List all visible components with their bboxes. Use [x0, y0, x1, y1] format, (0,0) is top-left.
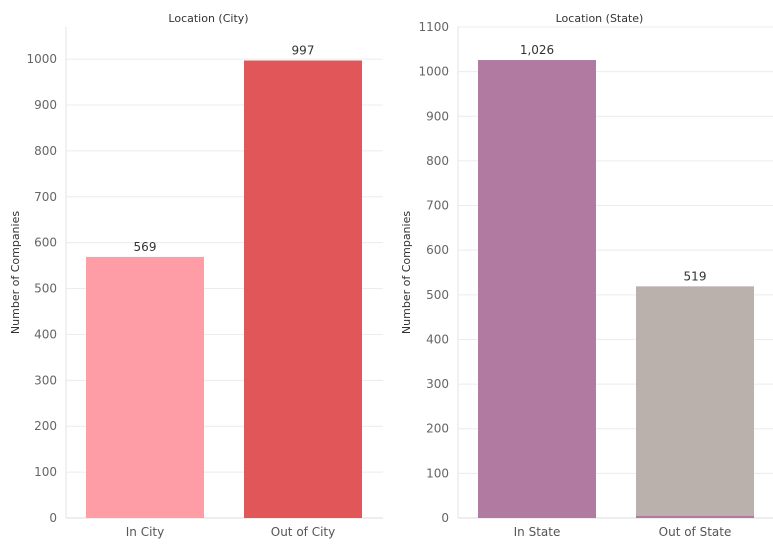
y-tick-label: 200: [34, 419, 57, 433]
chart-panel-1: 0 100 200 300 400 500 600 700 800 900 1000 Location…: [9, 12, 383, 539]
y-tick-label: 900: [34, 98, 57, 112]
y-tick-label: 600: [34, 236, 57, 250]
bar-out-of-state[interactable]: [636, 286, 754, 518]
y-tick-label: 0: [441, 511, 449, 525]
y-tick-label: 200: [426, 422, 449, 436]
data-label: 519: [684, 269, 707, 283]
x-category-label: In State: [514, 525, 561, 539]
y-tick-label: 1100: [418, 20, 449, 34]
data-label: 569: [134, 240, 157, 254]
data-label: 997: [292, 43, 315, 57]
y-tick-label: 1000: [26, 52, 57, 66]
y-tick-label: 500: [426, 288, 449, 302]
y-tick-label: 800: [34, 144, 57, 158]
y-tick-label: 900: [426, 109, 449, 123]
chart-title: Location (City): [168, 12, 248, 25]
chart-panel-2: 0 100 200 300 400 500 600 700 800 900 1000 1100 Loca…: [400, 12, 773, 539]
y-tick-label: 100: [426, 466, 449, 480]
y-tick-label: 300: [34, 373, 57, 387]
bar-in-state[interactable]: [478, 60, 596, 518]
bar-out-of-city[interactable]: [244, 60, 362, 518]
y-tick-label: 400: [426, 332, 449, 346]
y-axis-label: Number of Companies: [400, 211, 413, 334]
x-category-label: In City: [126, 525, 164, 539]
y-tick-label: 600: [426, 243, 449, 257]
y-tick-label: 400: [34, 327, 57, 341]
y-tick-label: 800: [426, 154, 449, 168]
y-axis-label: Number of Companies: [9, 211, 22, 334]
data-label: 1,026: [520, 43, 554, 57]
y-tick-label: 300: [426, 377, 449, 391]
x-category-label: Out of City: [271, 525, 335, 539]
y-tick-label: 100: [34, 465, 57, 479]
y-tick-label: 500: [34, 282, 57, 296]
bar-in-city[interactable]: [86, 256, 204, 518]
y-tick-label: 700: [426, 199, 449, 213]
y-tick-label: 0: [49, 511, 57, 525]
x-category-label: Out of State: [659, 525, 732, 539]
y-tick-label: 1000: [418, 65, 449, 79]
y-tick-label: 700: [34, 190, 57, 204]
chart-title: Location (State): [556, 12, 644, 25]
